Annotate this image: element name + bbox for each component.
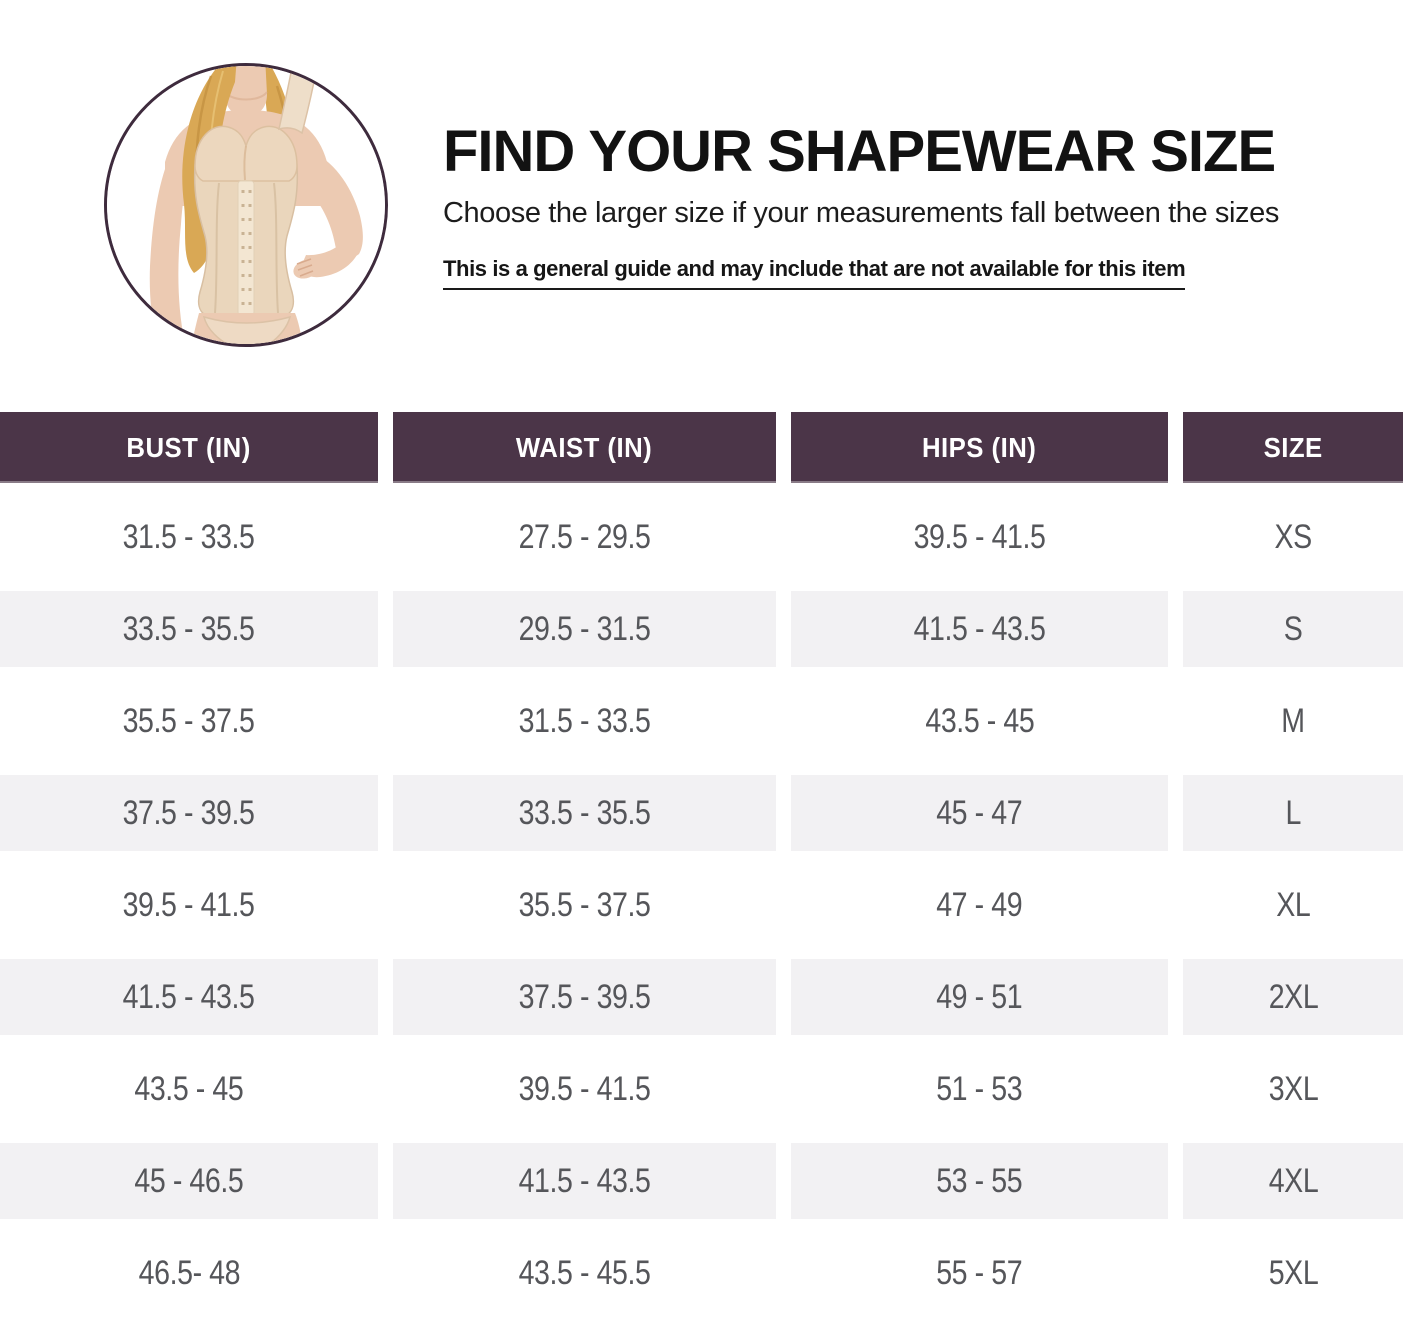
hips-range-cell: 41.5 - 43.5: [791, 591, 1168, 667]
guide-note: This is a general guide and may include …: [443, 256, 1186, 290]
size-cell: 5XL: [1183, 1235, 1403, 1311]
waist-range-cell: 41.5 - 43.5: [393, 1143, 776, 1219]
cell-value: 55 - 57: [936, 1253, 1023, 1292]
waist-range-cell: 29.5 - 31.5: [393, 591, 776, 667]
bust-range-cell: 33.5 - 35.5: [0, 591, 378, 667]
size-chart-table: BUST (IN) WAIST (IN) HIPS (IN) SIZE 31.5 - 3…: [0, 412, 1403, 1311]
cell-value: 5XL: [1268, 1253, 1318, 1292]
cell-value: XS: [1274, 517, 1312, 556]
size-cell: S: [1183, 591, 1403, 667]
column-header-waist: WAIST (IN): [393, 412, 776, 483]
cell-value: 39.5 - 41.5: [913, 517, 1046, 556]
cell-value: 41.5 - 43.5: [518, 1161, 651, 1200]
waist-range-cell: 27.5 - 29.5: [393, 499, 776, 575]
cell-value: 31.5 - 33.5: [518, 701, 651, 740]
cell-value: 43.5 - 45: [925, 701, 1034, 740]
bust-range-cell: 31.5 - 33.5: [0, 499, 378, 575]
column-header-label: WAIST (IN): [516, 431, 653, 463]
column-header-hips: HIPS (IN): [791, 412, 1168, 483]
page-subtitle: Choose the larger size if your measureme…: [443, 196, 1279, 229]
hips-range-cell: 43.5 - 45: [791, 683, 1168, 759]
cell-value: 51 - 53: [936, 1069, 1023, 1108]
column-header-label: HIPS (IN): [922, 431, 1037, 463]
cell-value: 33.5 - 35.5: [518, 793, 651, 832]
shapewear-model-photo: [104, 63, 388, 347]
waist-range-cell: 35.5 - 37.5: [393, 867, 776, 943]
cell-value: 45 - 47: [936, 793, 1023, 832]
size-cell: M: [1183, 683, 1403, 759]
waist-range-cell: 43.5 - 45.5: [393, 1235, 776, 1311]
page-title: FIND YOUR SHAPEWEAR SIZE: [443, 119, 1276, 184]
size-cell: XL: [1183, 867, 1403, 943]
size-cell: 3XL: [1183, 1051, 1403, 1127]
cell-value: 43.5 - 45.5: [518, 1253, 651, 1292]
bust-range-cell: 41.5 - 43.5: [0, 959, 378, 1035]
size-cell: 2XL: [1183, 959, 1403, 1035]
cell-value: S: [1283, 609, 1303, 648]
cell-value: 31.5 - 33.5: [123, 517, 255, 556]
cell-value: 37.5 - 39.5: [123, 793, 255, 832]
waist-range-cell: 31.5 - 33.5: [393, 683, 776, 759]
size-cell: L: [1183, 775, 1403, 851]
waist-range-cell: 37.5 - 39.5: [393, 959, 776, 1035]
cell-value: XL: [1275, 885, 1311, 924]
cell-value: 46.5- 48: [138, 1253, 240, 1292]
cell-value: 41.5 - 43.5: [913, 609, 1046, 648]
size-cell: XS: [1183, 499, 1403, 575]
cell-value: 47 - 49: [936, 885, 1023, 924]
bust-range-cell: 43.5 - 45: [0, 1051, 378, 1127]
hips-range-cell: 45 - 47: [791, 775, 1168, 851]
hips-range-cell: 55 - 57: [791, 1235, 1168, 1311]
cell-value: 33.5 - 35.5: [123, 609, 255, 648]
cell-value: 37.5 - 39.5: [518, 977, 651, 1016]
guide-note-wrap: This is a general guide and may include …: [443, 256, 1363, 290]
hips-range-cell: 39.5 - 41.5: [791, 499, 1168, 575]
hips-range-cell: 49 - 51: [791, 959, 1168, 1035]
cell-value: 35.5 - 37.5: [123, 701, 255, 740]
bust-range-cell: 35.5 - 37.5: [0, 683, 378, 759]
cell-value: 39.5 - 41.5: [123, 885, 255, 924]
cell-value: 2XL: [1268, 977, 1318, 1016]
bust-range-cell: 39.5 - 41.5: [0, 867, 378, 943]
bust-range-cell: 46.5- 48: [0, 1235, 378, 1311]
cell-value: 35.5 - 37.5: [518, 885, 651, 924]
column-header-bust: BUST (IN): [0, 412, 378, 483]
column-header-label: SIZE: [1263, 431, 1323, 463]
cell-value: 45 - 46.5: [134, 1161, 244, 1200]
column-header-size: SIZE: [1183, 412, 1403, 483]
hips-range-cell: 47 - 49: [791, 867, 1168, 943]
waist-range-cell: 33.5 - 35.5: [393, 775, 776, 851]
waist-range-cell: 39.5 - 41.5: [393, 1051, 776, 1127]
cell-value: 53 - 55: [936, 1161, 1023, 1200]
bust-range-cell: 37.5 - 39.5: [0, 775, 378, 851]
cell-value: M: [1281, 701, 1305, 740]
column-header-label: BUST (IN): [126, 431, 252, 463]
size-cell: 4XL: [1183, 1143, 1403, 1219]
shapewear-model-illustration: [107, 66, 385, 344]
cell-value: 4XL: [1268, 1161, 1318, 1200]
cell-value: 29.5 - 31.5: [518, 609, 651, 648]
hips-range-cell: 53 - 55: [791, 1143, 1168, 1219]
hips-range-cell: 51 - 53: [791, 1051, 1168, 1127]
cell-value: 27.5 - 29.5: [518, 517, 651, 556]
cell-value: 43.5 - 45: [134, 1069, 244, 1108]
cell-value: 49 - 51: [936, 977, 1023, 1016]
cell-value: 39.5 - 41.5: [518, 1069, 651, 1108]
cell-value: 3XL: [1268, 1069, 1318, 1108]
cell-value: 41.5 - 43.5: [123, 977, 255, 1016]
bust-range-cell: 45 - 46.5: [0, 1143, 378, 1219]
cell-value: L: [1285, 793, 1301, 832]
